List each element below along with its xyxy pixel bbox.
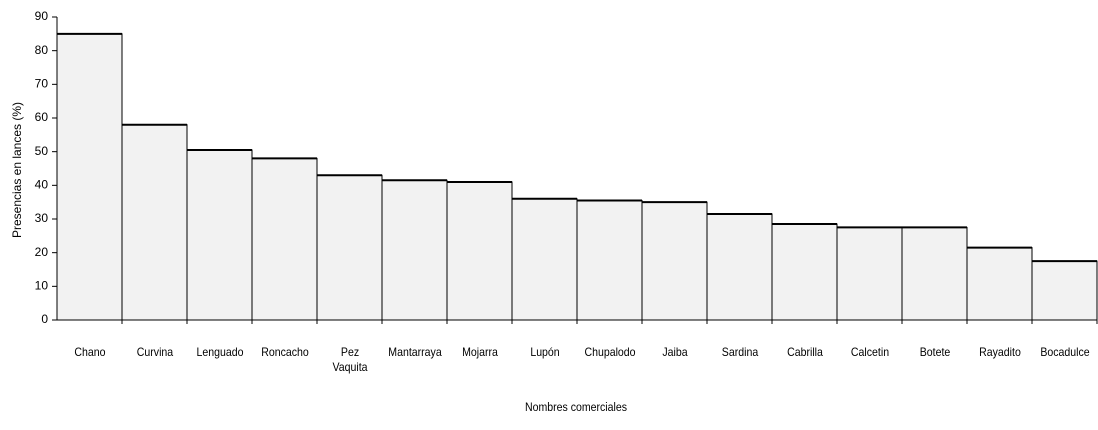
y-tick-label: 90 — [35, 9, 49, 23]
bar — [121, 124, 188, 321]
bar — [316, 174, 383, 321]
bar — [1031, 260, 1098, 321]
x-tick-label: Lupón — [529, 345, 560, 359]
bar — [771, 223, 838, 321]
x-tick-label: Cabrilla — [786, 345, 823, 359]
y-tick-label: 0 — [41, 312, 48, 326]
y-tick-label: 30 — [35, 211, 49, 225]
y-axis-title: Presencias en lances (%) — [10, 102, 24, 238]
y-tick-label: 80 — [35, 43, 49, 57]
bar — [511, 198, 578, 321]
x-tick-label: Sardina — [721, 345, 758, 359]
x-tick-label: Chano — [73, 345, 106, 359]
bar — [706, 213, 773, 321]
x-axis-title: Nombres comerciales — [525, 402, 627, 415]
x-tick-label: Jaiba — [661, 345, 688, 359]
bar — [446, 181, 513, 321]
x-tick-label: Calcetin — [850, 345, 889, 359]
bar — [901, 226, 968, 321]
x-tick-label: Bocadulce — [1039, 345, 1090, 359]
x-tick-label: Chupalodo — [583, 345, 636, 359]
x-tick-label: Pez Vaquita — [331, 345, 368, 374]
y-tick-label: 20 — [35, 245, 49, 259]
y-tick-label: 40 — [35, 178, 49, 192]
x-tick-label: Botete — [919, 345, 950, 359]
bar — [381, 179, 448, 321]
y-tick-label: 70 — [35, 77, 49, 91]
y-tick-label: 50 — [35, 144, 49, 158]
x-tick-label: Curvina — [136, 345, 173, 359]
x-tick-label: Roncacho — [260, 345, 309, 359]
bar — [641, 201, 708, 321]
bar — [56, 33, 123, 321]
bar — [836, 226, 903, 321]
bar — [576, 199, 643, 321]
x-tick-label: Lenguado — [196, 345, 243, 359]
bar — [186, 149, 253, 321]
bar — [966, 247, 1033, 321]
x-tick-label: Rayadito — [978, 345, 1021, 359]
y-tick-label: 10 — [35, 279, 49, 293]
bar — [251, 157, 318, 321]
y-tick-label: 60 — [35, 110, 49, 124]
x-tick-label: Mojarra — [461, 345, 498, 359]
x-tick-label: Mantarraya — [387, 345, 442, 359]
